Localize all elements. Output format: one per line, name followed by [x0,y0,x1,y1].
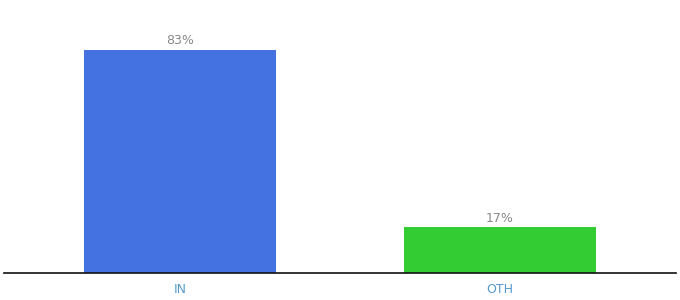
Bar [84,50,276,273]
Text: 83%: 83% [166,34,194,47]
Text: 17%: 17% [486,212,514,225]
Bar [404,227,596,273]
